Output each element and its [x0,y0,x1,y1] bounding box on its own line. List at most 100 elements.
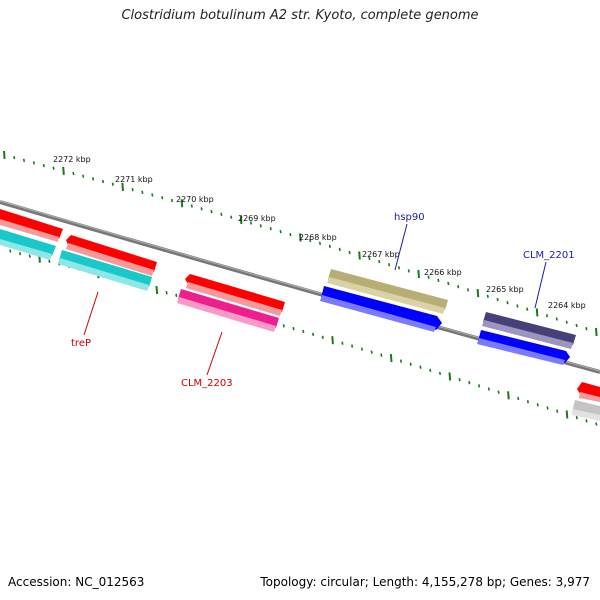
minor-tick [341,341,344,345]
minor-tick [230,215,233,219]
major-tick [3,150,6,160]
minor-tick [555,317,558,321]
minor-tick [457,285,460,289]
gene-label-trep[interactable]: treP [71,338,91,349]
minor-tick [151,193,154,197]
trep-leader-line [83,291,99,336]
gene-arrow[interactable] [572,400,600,421]
genome-title: Clostridium botulinum A2 str. Kyoto, com… [121,8,479,23]
minor-tick [318,241,322,246]
kbp-label: 2265 kbp [486,285,524,294]
gene-arrow[interactable] [477,330,570,365]
minor-tick [429,368,432,372]
minor-tick [419,365,422,369]
minor-tick [302,329,305,334]
minor-tick [279,229,282,234]
gene-arrow[interactable] [0,229,56,260]
minor-tick [92,177,95,181]
major-tick [155,285,159,295]
minor-tick [437,278,440,282]
minor-tick [9,249,12,253]
major-tick [507,391,510,400]
minor-tick [565,320,568,324]
hsp90-leader-line [394,223,408,271]
minor-tick [42,163,45,168]
minor-tick [161,196,164,200]
major-tick [476,289,480,298]
minor-tick [409,362,412,366]
kbp-label: 2270 kbp [176,195,214,204]
major-tick [358,251,361,260]
minor-tick [388,263,391,267]
gene-arrow-clm2201[interactable] [482,312,576,349]
kbp-label: 2268 kbp [299,233,337,242]
minor-tick [536,403,539,407]
gene-arrow[interactable] [320,286,442,332]
minor-tick [526,400,529,404]
minor-tick [407,269,410,273]
minor-tick [370,350,373,354]
minor-tick [458,377,461,382]
minor-tick [360,347,363,351]
minor-tick [496,297,499,302]
gene-label-hsp90[interactable]: hsp90 [394,212,425,223]
minor-tick [556,409,559,413]
clm2201-leader-line [534,261,547,309]
minor-tick [269,227,272,231]
minor-tick [486,294,489,298]
major-tick [595,327,598,337]
gene-label-leaders [83,223,547,376]
minor-tick [210,209,213,214]
major-tick [239,216,243,225]
minor-tick [338,247,341,252]
minor-tick [101,179,105,184]
accession-label: Accession: NC_012563 [8,575,145,589]
minor-tick [447,281,450,286]
minor-tick [309,238,312,243]
minor-tick [72,171,75,176]
major-tick [331,336,334,345]
outer-tick-ring [3,150,598,337]
minor-tick [468,381,471,385]
major-tick [448,372,452,381]
gene-labels: treP CLM_2203 hsp90 CLM_2201 [71,212,575,389]
minor-tick [506,301,509,305]
minor-tick [200,207,203,211]
minor-tick [497,390,500,394]
gene-label-clm2203[interactable]: CLM_2203 [181,378,233,389]
major-tick [417,269,420,279]
minor-tick [380,353,383,357]
minor-tick [397,266,401,270]
major-tick [565,410,569,419]
gene-arrow-trep[interactable] [58,250,152,291]
gene-arrow-clm2203[interactable] [177,289,279,332]
kbp-label: 2269 kbp [238,214,276,223]
minor-tick [259,224,262,228]
minor-tick [282,324,285,328]
minor-tick [52,166,55,170]
genome-summary: Topology: circular; Length: 4,155,278 bp… [260,575,590,589]
minor-tick [595,422,598,426]
gene-arrow[interactable] [185,274,285,316]
gene-arrow[interactable] [0,209,63,242]
gene-arrow-hsp90[interactable] [327,269,448,314]
minor-tick [249,221,253,225]
minor-tick [32,161,35,165]
minor-tick [175,293,178,298]
minor-tick [478,384,481,388]
gene-arrow[interactable] [66,235,157,276]
minor-tick [312,332,315,337]
minor-tick [13,155,16,160]
gene-label-clm2201[interactable]: CLM_2201 [523,250,575,261]
minor-tick [438,371,442,376]
minor-tick [585,419,588,423]
gene-arrow[interactable] [577,382,600,402]
minor-tick [351,344,354,348]
minor-tick [328,244,331,249]
minor-tick [165,291,168,295]
minor-tick [141,190,144,194]
kbp-label: 2271 kbp [115,175,153,184]
minor-tick [348,250,351,255]
minor-tick [487,387,490,391]
